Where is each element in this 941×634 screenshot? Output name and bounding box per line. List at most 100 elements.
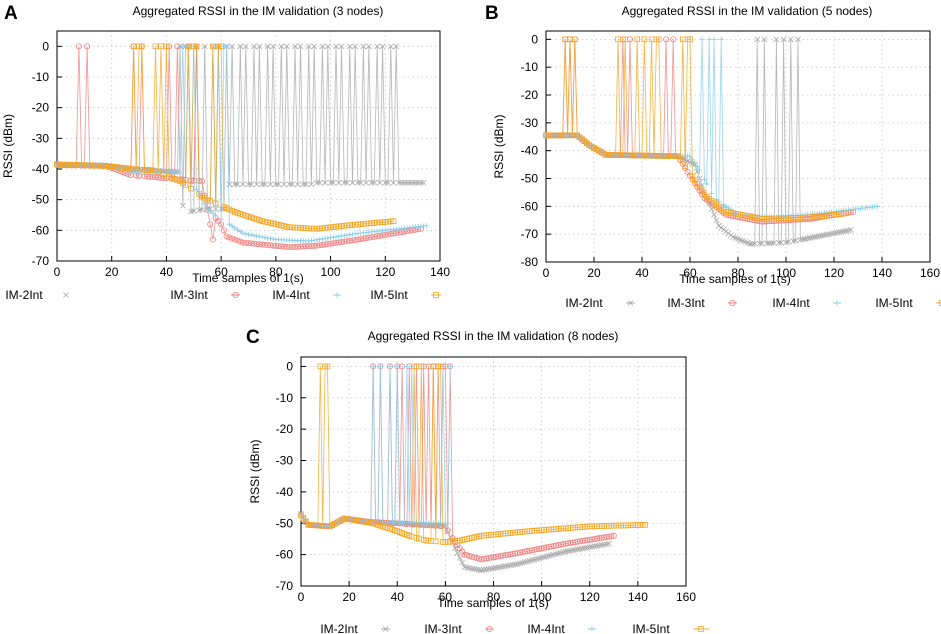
y-tick-label: -40 — [276, 485, 294, 499]
series-line — [546, 38, 847, 220]
data-point — [341, 232, 347, 239]
data-point — [708, 206, 715, 213]
data-point — [283, 43, 290, 50]
legend-label: IM-2Int — [565, 296, 603, 310]
legend-item-im-3int: IM-3Int — [170, 288, 240, 302]
data-point — [468, 565, 475, 572]
data-point — [218, 43, 224, 50]
data-point — [338, 233, 345, 239]
x-tick-label: 60 — [439, 590, 453, 604]
data-point — [412, 179, 419, 186]
data-point — [608, 533, 615, 540]
data-point — [365, 234, 372, 241]
y-tick-label: 0 — [531, 32, 538, 46]
chart-a: A Aggregated RSSI in the IM validation (3… — [1, 3, 450, 302]
data-point — [226, 181, 233, 188]
x-tick-label: 40 — [160, 265, 174, 279]
data-point — [193, 43, 200, 50]
data-point — [352, 236, 359, 243]
data-point — [843, 228, 849, 234]
data-point — [401, 519, 408, 525]
data-point — [464, 564, 470, 571]
data-point — [300, 181, 307, 188]
legend-label: IM-5Int — [875, 296, 913, 310]
y-tick-label: -80 — [521, 255, 539, 269]
data-point — [807, 234, 813, 241]
y-tick-label: -10 — [521, 60, 539, 74]
x-tick-label: 80 — [269, 265, 283, 279]
series-im-5int — [54, 43, 397, 232]
data-point — [336, 233, 342, 239]
data-point — [363, 235, 370, 242]
data-point — [816, 233, 823, 239]
x-tick-label: 80 — [487, 590, 501, 604]
legend-marker — [698, 626, 704, 632]
data-point — [502, 563, 509, 570]
series-im-4int — [543, 36, 880, 221]
data-point — [128, 165, 134, 172]
data-point — [696, 175, 703, 182]
data-point — [248, 181, 255, 188]
data-point — [75, 43, 82, 50]
x-tick-label: 120 — [375, 265, 395, 279]
data-point — [237, 228, 243, 235]
legend-marker — [589, 626, 595, 632]
data-point — [317, 236, 323, 242]
data-point — [379, 43, 386, 50]
data-point — [204, 206, 211, 212]
data-point — [747, 241, 753, 247]
data-point — [207, 221, 214, 228]
data-point — [831, 230, 837, 237]
panel-letter: C — [246, 327, 260, 348]
data-point — [262, 181, 268, 188]
data-point — [396, 179, 402, 186]
data-point — [749, 240, 756, 247]
data-point — [242, 43, 249, 50]
data-point — [670, 36, 677, 43]
data-point — [207, 198, 214, 204]
data-point — [483, 566, 490, 573]
data-point — [711, 211, 717, 218]
legend-label: IM-3Int — [424, 622, 462, 634]
data-point — [471, 566, 478, 572]
data-point — [692, 160, 698, 166]
data-point — [783, 239, 789, 246]
data-point — [234, 181, 241, 188]
data-point — [809, 234, 816, 241]
data-point — [833, 229, 840, 236]
data-point — [240, 181, 246, 188]
x-tick-label: 100 — [321, 265, 341, 279]
series-im-5int — [298, 363, 648, 545]
data-point — [795, 36, 801, 43]
data-point — [382, 179, 389, 186]
data-point — [251, 43, 257, 50]
data-point — [262, 234, 268, 241]
data-point — [656, 36, 662, 43]
y-tick-label: -70 — [32, 254, 50, 268]
data-point — [387, 363, 393, 370]
x-tick-label: 20 — [105, 265, 119, 279]
data-point — [404, 179, 411, 186]
data-point — [792, 237, 799, 244]
data-point — [512, 561, 519, 568]
y-tick-label: -10 — [32, 70, 50, 84]
y-tick-label: -20 — [32, 101, 50, 115]
data-point — [253, 181, 260, 188]
data-point — [377, 363, 384, 370]
data-point — [790, 238, 797, 245]
data-point — [308, 181, 315, 188]
series-im-2int — [54, 43, 427, 215]
legend-item-im-4int: IM-4Int — [772, 296, 841, 310]
data-point — [718, 36, 724, 42]
data-point — [297, 43, 304, 50]
data-point — [393, 43, 400, 50]
legend-marker — [834, 300, 840, 306]
data-point — [787, 36, 794, 43]
legend-marker — [63, 292, 69, 298]
data-point — [319, 523, 326, 529]
data-point — [259, 181, 266, 188]
data-point — [456, 554, 463, 561]
data-point — [139, 43, 145, 50]
x-axis-label: Time samples of 1(s) — [437, 596, 549, 610]
y-tick-label: -20 — [276, 422, 294, 436]
